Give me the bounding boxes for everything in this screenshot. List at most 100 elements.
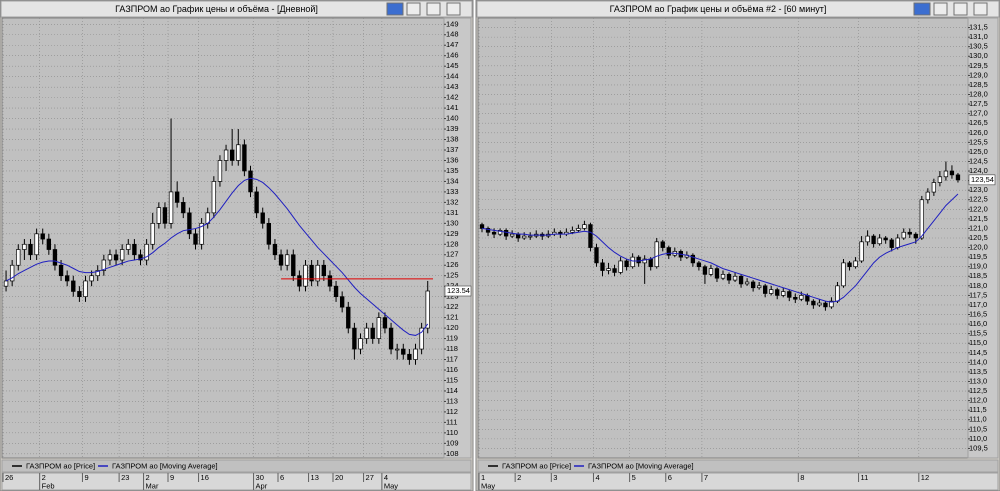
candle-body: [388, 327, 394, 350]
y-tick-label: 120: [446, 323, 459, 332]
close-button[interactable]: [446, 2, 461, 16]
minimize-button[interactable]: [406, 2, 421, 16]
y-tick-label: 109: [446, 438, 459, 447]
candle-body: [333, 285, 339, 298]
y-tick-label: 127,0: [969, 109, 988, 118]
candle-body: [168, 191, 174, 224]
candle-body: [720, 273, 726, 279]
candle-body: [248, 170, 253, 193]
candle-body: [95, 270, 100, 277]
candle-body: [738, 275, 744, 285]
y-tick-label: 115,5: [969, 329, 987, 338]
y-axis-area: [443, 17, 472, 459]
candle-body: [949, 170, 955, 176]
candle-body: [612, 268, 617, 273]
x-tick-label: 6: [280, 473, 284, 482]
y-tick-label: 129: [446, 229, 459, 238]
legend-label: ГАЗПРОМ ао [Price]: [26, 461, 95, 470]
y-tick-label: 122,0: [969, 204, 988, 213]
y-tick-label: 126: [446, 260, 459, 269]
candle-body: [315, 264, 320, 282]
y-tick-label: 114,0: [969, 357, 987, 366]
candle-body: [799, 295, 804, 300]
candle-body: [229, 149, 235, 161]
candle-body: [327, 275, 333, 287]
candle-body: [401, 348, 406, 355]
window-title: ГАЗПРОМ ао График цены и объёма - [Дневн…: [115, 4, 318, 14]
y-tick-label: 139: [446, 124, 459, 133]
minimize-button[interactable]: [933, 2, 948, 16]
y-tick-label: 113: [446, 396, 458, 405]
y-tick-label: 131,5: [969, 23, 988, 32]
y-axis-area: [967, 17, 999, 459]
candle-body: [582, 224, 587, 229]
candle-body: [260, 212, 265, 224]
candle-body: [726, 273, 732, 281]
candle-body: [775, 289, 780, 296]
candle-body: [642, 258, 647, 264]
candle-body: [71, 280, 76, 292]
candle-body: [528, 235, 533, 238]
candle-body: [823, 302, 828, 308]
legend-label: ГАЗПРОМ ао [Moving Average]: [112, 461, 218, 470]
y-tick-label: 124,5: [969, 156, 988, 165]
candle-body: [630, 256, 635, 268]
y-tick-label: 128: [446, 239, 459, 248]
candle-body: [34, 233, 39, 256]
maximize-button[interactable]: [953, 2, 968, 16]
y-tick-label: 108: [446, 449, 459, 458]
moving-average-line: [5, 177, 429, 336]
candle-body: [931, 182, 937, 193]
date-axis: [477, 472, 999, 491]
candle-body: [522, 235, 527, 239]
y-tick-label: 118,5: [969, 271, 987, 280]
y-tick-label: 125,5: [969, 137, 988, 146]
candle-body: [425, 290, 430, 329]
pin-button[interactable]: [913, 2, 931, 16]
candle-body: [236, 144, 241, 161]
x-tick-label: 6: [668, 473, 672, 482]
candle-body: [119, 249, 125, 261]
x-tick-label: 7: [704, 473, 708, 482]
candle-body: [594, 247, 599, 264]
candle-body: [811, 300, 816, 306]
y-tick-label: 121,5: [969, 214, 988, 223]
x-tick-label: 9: [170, 473, 174, 482]
candle-body: [600, 262, 605, 271]
maximize-button[interactable]: [426, 2, 441, 16]
y-tick-label: 126,0: [969, 128, 988, 137]
candle-body: [901, 231, 906, 239]
candle-body: [150, 222, 155, 245]
month-label: Apr: [256, 481, 268, 490]
candle-body: [394, 348, 400, 351]
y-tick-label: 143: [446, 82, 459, 91]
candle-body: [407, 353, 412, 360]
x-tick-label: 4: [384, 473, 388, 482]
candle-body: [83, 280, 88, 298]
candle-body: [77, 291, 82, 298]
candle-body: [877, 237, 882, 245]
candle-body: [339, 296, 345, 308]
x-tick-label: 2: [517, 473, 521, 482]
candle-body: [272, 243, 278, 256]
title-bar: [476, 0, 1000, 18]
candle-body: [654, 241, 659, 268]
pin-button[interactable]: [386, 2, 404, 16]
y-tick-label: 121,0: [969, 223, 988, 232]
candle-body: [40, 233, 45, 240]
candle-body: [303, 264, 308, 287]
candle-body: [370, 327, 375, 339]
y-tick-label: 110,5: [969, 424, 987, 433]
close-button[interactable]: [973, 2, 988, 16]
candle-body: [570, 229, 575, 233]
candle-body: [162, 207, 168, 224]
y-tick-label: 132: [446, 197, 459, 206]
candle-body: [266, 222, 272, 245]
candle-body: [217, 160, 223, 182]
candle-body: [835, 285, 840, 302]
x-tick-label: 5: [632, 473, 636, 482]
candle-body: [841, 262, 846, 287]
y-tick-label: 111,5: [969, 405, 987, 414]
y-tick-label: 135: [446, 166, 459, 175]
y-tick-label: 129,0: [969, 70, 988, 79]
